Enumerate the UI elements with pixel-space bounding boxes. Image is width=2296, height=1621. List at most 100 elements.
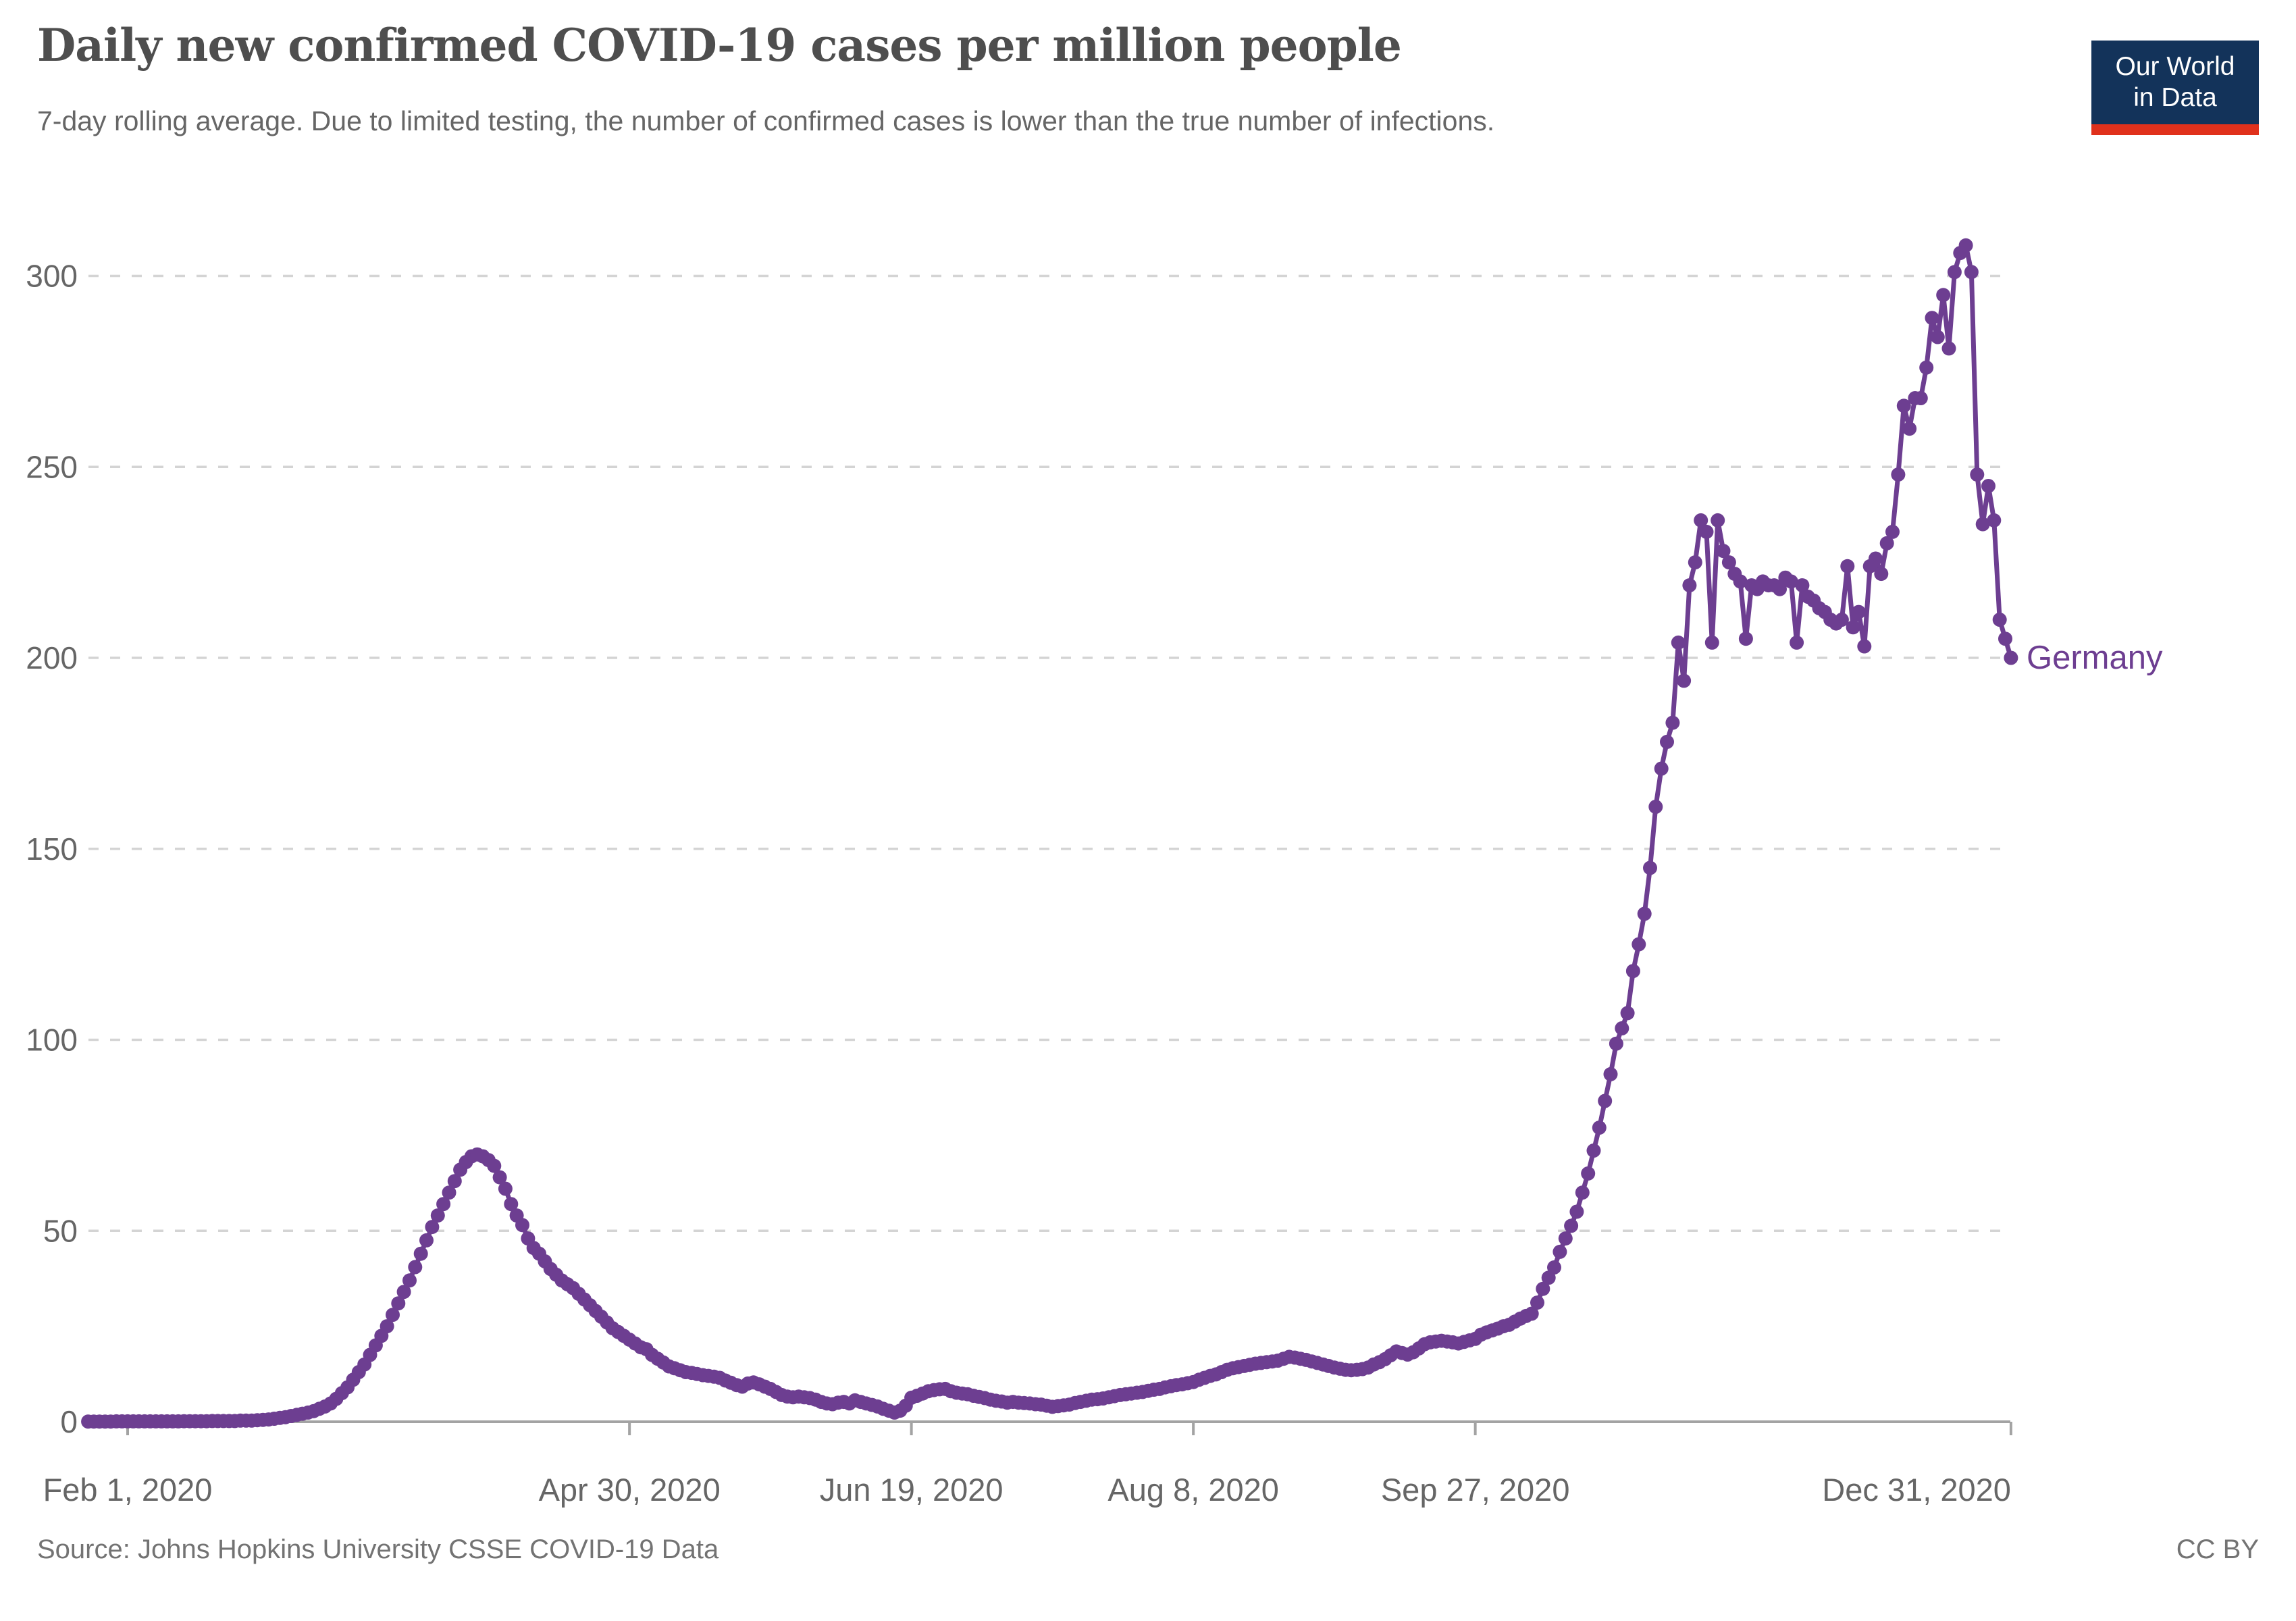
data-point[interactable]	[1575, 1185, 1590, 1200]
data-point[interactable]	[380, 1319, 394, 1334]
data-point[interactable]	[1941, 341, 1956, 356]
data-point[interactable]	[1896, 398, 1911, 413]
data-point[interactable]	[1783, 574, 1798, 589]
data-point[interactable]	[1615, 1021, 1629, 1035]
data-point[interactable]	[1947, 265, 1962, 280]
data-point[interactable]	[1846, 620, 1860, 635]
data-point[interactable]	[1716, 544, 1731, 559]
data-point[interactable]	[1834, 613, 1849, 627]
data-point[interactable]	[425, 1220, 440, 1235]
data-point[interactable]	[1632, 937, 1646, 952]
data-point[interactable]	[1902, 421, 1917, 436]
data-point[interactable]	[1857, 639, 1872, 654]
data-point[interactable]	[1840, 559, 1855, 573]
data-point[interactable]	[1874, 567, 1889, 582]
y-tick-label-150: 150	[26, 831, 78, 867]
data-point[interactable]	[1625, 964, 1640, 979]
data-point[interactable]	[408, 1260, 423, 1275]
data-point[interactable]	[1919, 360, 1934, 375]
series-line-germany[interactable]	[86, 242, 2014, 1424]
data-point[interactable]	[1773, 582, 1787, 596]
data-point[interactable]	[1795, 578, 1810, 593]
data-point[interactable]	[1530, 1295, 1544, 1310]
data-point[interactable]	[396, 1285, 411, 1300]
data-point[interactable]	[419, 1233, 434, 1247]
data-point[interactable]	[1524, 1306, 1539, 1321]
data-point[interactable]	[1699, 524, 1714, 539]
data-point[interactable]	[447, 1174, 462, 1189]
data-point[interactable]	[515, 1218, 529, 1233]
data-point[interactable]	[436, 1197, 451, 1212]
data-point[interactable]	[1536, 1281, 1550, 1296]
data-point[interactable]	[1677, 673, 1692, 688]
data-point[interactable]	[1586, 1143, 1601, 1158]
data-point[interactable]	[1547, 1260, 1561, 1275]
data-point[interactable]	[1936, 288, 1951, 303]
data-point[interactable]	[1733, 574, 1748, 589]
data-point[interactable]	[1581, 1166, 1596, 1181]
data-point[interactable]	[1643, 860, 1657, 875]
data-point[interactable]	[1682, 578, 1697, 593]
data-point[interactable]	[1930, 330, 1945, 344]
data-point[interactable]	[386, 1308, 400, 1322]
data-point[interactable]	[1541, 1270, 1556, 1285]
data-point[interactable]	[1564, 1218, 1579, 1233]
data-point[interactable]	[1970, 467, 1985, 482]
data-series-group[interactable]	[81, 238, 2018, 1429]
data-point[interactable]	[1704, 635, 1719, 650]
data-point[interactable]	[1660, 734, 1674, 749]
y-axis-labels-group: 0 50 100 150 200 250 300	[26, 259, 78, 1440]
data-point[interactable]	[1648, 800, 1663, 814]
owid-logo[interactable]: Our World in Data	[2091, 41, 2259, 135]
data-point[interactable]	[2004, 650, 2018, 665]
data-point[interactable]	[1603, 1066, 1618, 1081]
data-point[interactable]	[1592, 1121, 1607, 1135]
data-point[interactable]	[1790, 635, 1804, 650]
data-point[interactable]	[492, 1170, 507, 1185]
x-tick-label-Dec-31-2020: Dec 31, 2020	[1822, 1472, 2011, 1508]
data-point[interactable]	[442, 1185, 456, 1200]
data-point[interactable]	[1694, 513, 1708, 528]
data-point[interactable]	[413, 1246, 428, 1261]
data-point[interactable]	[1711, 513, 1725, 528]
data-point[interactable]	[1869, 551, 1883, 566]
data-point[interactable]	[1891, 467, 1906, 482]
data-point[interactable]	[1925, 311, 1939, 326]
data-point[interactable]	[1609, 1036, 1623, 1051]
data-point[interactable]	[1913, 391, 1928, 405]
data-point[interactable]	[1558, 1231, 1573, 1246]
data-point[interactable]	[1975, 517, 1990, 532]
data-point[interactable]	[1851, 604, 1866, 619]
series-end-label[interactable]: Germany	[2027, 640, 2163, 676]
data-point[interactable]	[1620, 1006, 1635, 1021]
data-point[interactable]	[1964, 265, 1979, 280]
data-point[interactable]	[1637, 906, 1652, 921]
data-point[interactable]	[1569, 1204, 1584, 1219]
data-point[interactable]	[1885, 524, 1900, 539]
chart-title: Daily new confirmed COVID-19 cases per m…	[37, 19, 1402, 72]
data-point[interactable]	[1987, 513, 2002, 528]
data-point[interactable]	[1553, 1244, 1567, 1259]
data-point[interactable]	[1721, 555, 1736, 570]
chart-footer: Source: Johns Hopkins University CSSE CO…	[0, 1535, 2296, 1582]
data-point[interactable]	[1671, 635, 1686, 650]
data-point[interactable]	[1598, 1093, 1613, 1108]
data-point[interactable]	[487, 1158, 502, 1173]
data-point[interactable]	[402, 1273, 417, 1288]
data-point[interactable]	[1981, 479, 1995, 493]
data-point[interactable]	[1958, 238, 1973, 253]
data-point[interactable]	[430, 1208, 445, 1223]
data-point[interactable]	[1992, 613, 2007, 627]
data-point[interactable]	[391, 1296, 406, 1311]
data-point[interactable]	[1998, 632, 2012, 646]
data-point[interactable]	[498, 1181, 513, 1196]
data-point[interactable]	[1879, 536, 1894, 550]
data-point[interactable]	[1738, 632, 1753, 646]
data-point[interactable]	[504, 1197, 519, 1212]
y-tick-label-200: 200	[26, 640, 78, 675]
data-point[interactable]	[1688, 555, 1702, 570]
data-point[interactable]	[1665, 715, 1680, 730]
license-badge[interactable]: CC BY	[2176, 1535, 2259, 1564]
data-point[interactable]	[1654, 761, 1669, 776]
